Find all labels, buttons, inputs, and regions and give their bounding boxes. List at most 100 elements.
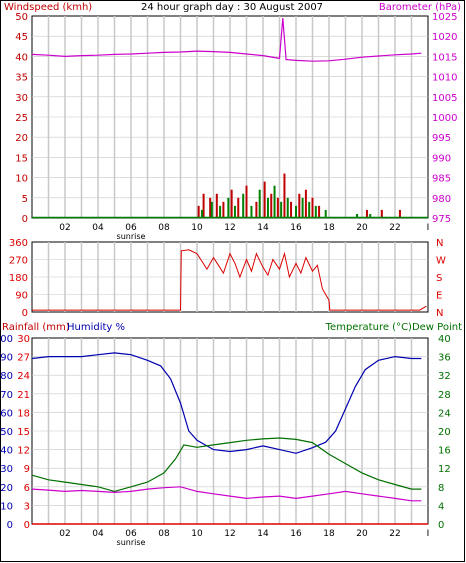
- windspeed-tick: 15: [15, 153, 28, 164]
- wind-average-bar: [314, 205, 317, 218]
- wind-average-bar: [219, 205, 222, 218]
- direction-degree-tick: 0: [22, 308, 28, 319]
- humidity-tick: 50: [0, 427, 13, 438]
- wind-gust-bar: [365, 209, 368, 218]
- temperature-line: [31, 437, 422, 493]
- sunrise-label: sunrise: [117, 232, 146, 241]
- temperature-tick: 32: [438, 371, 451, 382]
- barometer-tick: 975: [432, 214, 451, 225]
- x-tick-label: 16: [290, 223, 302, 233]
- wind-gust-bar: [318, 205, 321, 218]
- humidity-tick: 40: [0, 446, 13, 457]
- windspeed-tick: 35: [15, 73, 28, 84]
- rain-x-tick-labels: 02 04 06 08 10 12 14 16 18 20 22 I: [59, 529, 429, 539]
- x-tick-label: 22: [389, 223, 400, 233]
- x-tick-label: 06: [125, 529, 137, 539]
- dewpoint-line: [31, 486, 422, 502]
- wind-average-bar: [356, 213, 359, 218]
- rainfall-tick: 27: [17, 353, 30, 364]
- direction-compass-tick: N: [436, 308, 443, 319]
- wind-direction-line: [32, 249, 427, 311]
- wind-average-bar: [273, 185, 276, 218]
- wind-barometer-series: [31, 17, 428, 219]
- rainfall-tick: 15: [17, 427, 30, 438]
- wind-average-bar: [210, 201, 213, 218]
- rain-humidity-grid: [32, 338, 428, 524]
- temperature-tick: 36: [438, 353, 451, 364]
- wind-gust-bar: [380, 209, 383, 218]
- x-tick-label: 10: [191, 529, 203, 539]
- x-tick-label: 06: [125, 223, 137, 233]
- wind-average-bar: [233, 205, 236, 218]
- temperature-tick: 20: [438, 427, 451, 438]
- x-tick-label: 02: [59, 223, 70, 233]
- windspeed-tick: 5: [22, 194, 28, 205]
- temperature-tick: 16: [438, 446, 451, 457]
- humidity-tick: 10: [0, 501, 13, 512]
- wind-gust-bar: [263, 181, 266, 218]
- wind-average-bar: [280, 201, 283, 218]
- wind-gust-bar: [245, 185, 248, 218]
- sunrise-label-bottom: sunrise: [117, 538, 146, 547]
- direction-compass-tick: S: [436, 273, 442, 284]
- wind-average-bar: [266, 197, 269, 218]
- x-tick-label: 04: [92, 529, 104, 539]
- barometer-tick: 1015: [432, 52, 457, 63]
- rain-humidity-series: [31, 352, 428, 525]
- humidity-tick-labels: 0 10 20 30 40 50 60 70 80 90 100: [0, 334, 13, 531]
- humidity-tick: 20: [0, 483, 13, 494]
- rainfall-tick: 24: [17, 371, 30, 382]
- rainfall-tick-labels: 0 3 6 9 12 15 18 21 24 27 30: [17, 334, 30, 531]
- wind-gust-bar: [202, 193, 205, 218]
- temperature-tick: 4: [438, 501, 444, 512]
- barometer-tick: 1010: [432, 73, 457, 84]
- x-tick-label: 20: [356, 223, 368, 233]
- windspeed-tick-labels: 0 5 10 15 20 25 30 35 40 45 50: [15, 12, 28, 225]
- x-tick-label: 14: [257, 223, 269, 233]
- wind-barometer-grid: [32, 16, 428, 218]
- wind-average-bar: [286, 197, 289, 218]
- direction-degree-tick: 360: [9, 238, 28, 249]
- wind-gust-bar: [290, 201, 293, 218]
- x-tick-label: 02: [59, 529, 70, 539]
- wind-average-bar: [301, 197, 304, 218]
- x-tick-label: 08: [158, 529, 170, 539]
- humidity-tick: 0: [7, 520, 13, 531]
- x-tick-label: 08: [158, 223, 170, 233]
- humidity-tick: 80: [0, 371, 13, 382]
- windspeed-axis-label: Windspeed (kmh): [4, 2, 92, 13]
- wind-gust-bar: [283, 173, 286, 218]
- x-tick-label: 18: [323, 529, 335, 539]
- wind-average-bar: [227, 197, 230, 218]
- windspeed-tick: 25: [15, 113, 28, 124]
- wind-direction-series: [32, 249, 427, 311]
- temperature-tick: 40: [438, 334, 451, 345]
- humidity-axis-label: Humidity %: [67, 322, 125, 333]
- direction-degree-tick: 180: [9, 273, 28, 284]
- temperature-tick: 12: [438, 464, 451, 475]
- wind-direction-degree-labels: 0 90 180 270 360: [9, 238, 28, 319]
- wind-gust-bar: [270, 193, 273, 218]
- temperature-tick: 24: [438, 408, 451, 419]
- temperature-tick: 28: [438, 390, 451, 401]
- wind-gust-bar: [215, 193, 218, 218]
- wind-average-bar: [295, 205, 297, 218]
- humidity-line: [31, 352, 422, 454]
- windspeed-tick: 50: [15, 12, 28, 23]
- windspeed-tick: 20: [15, 133, 28, 144]
- wind-average-bar: [324, 209, 327, 218]
- direction-compass-tick: E: [436, 291, 442, 302]
- wind-average-bar: [242, 193, 245, 218]
- rainfall-tick: 3: [24, 501, 30, 512]
- wind-gust-bar: [398, 209, 401, 218]
- barometer-tick: 1025: [432, 12, 457, 23]
- rainfall-tick: 9: [24, 464, 30, 475]
- windspeed-tick: 30: [15, 93, 28, 104]
- wind-average-bar: [308, 201, 311, 218]
- barometer-tick: 1020: [432, 32, 457, 43]
- windspeed-tick: 0: [22, 214, 28, 225]
